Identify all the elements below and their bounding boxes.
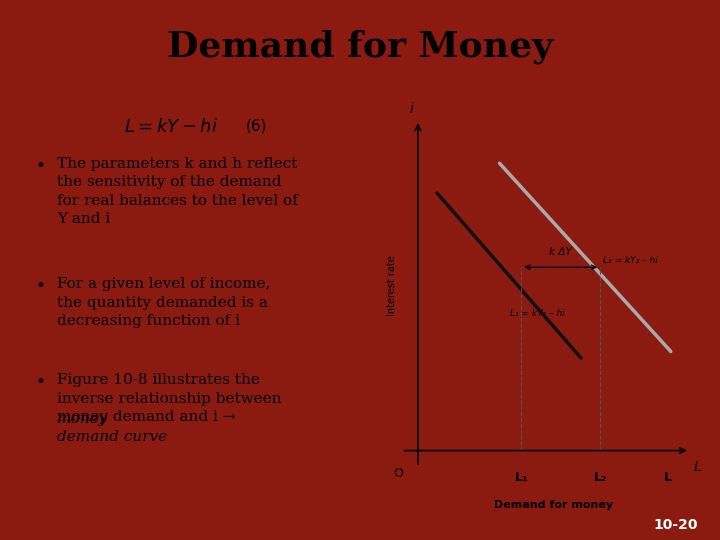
Text: Figure 10-8 illustrates the
inverse relationship between
money demand and i →: Figure 10-8 illustrates the inverse rela…: [58, 373, 282, 424]
Text: k ΔY: k ΔY: [549, 247, 572, 257]
Text: L₂: L₂: [593, 471, 607, 484]
Text: $L = kY - hi$: $L = kY - hi$: [125, 118, 218, 136]
Text: Demand for Money: Demand for Money: [167, 30, 553, 64]
Text: For a given level of income,
the quantity demanded is a
decreasing function of i: For a given level of income, the quantit…: [58, 278, 271, 328]
Text: •: •: [36, 373, 46, 391]
Text: Demand for money: Demand for money: [495, 500, 613, 510]
Text: L₁: L₁: [515, 471, 528, 484]
Text: Interest rate: Interest rate: [387, 255, 397, 316]
Text: L: L: [693, 460, 701, 474]
Text: money
demand curve: money demand curve: [58, 412, 167, 444]
Text: •: •: [36, 157, 46, 175]
Text: (6): (6): [246, 118, 268, 133]
Text: •: •: [36, 278, 46, 295]
Text: O: O: [393, 467, 403, 480]
Text: L: L: [664, 471, 672, 484]
Text: 10-20: 10-20: [654, 518, 698, 532]
Text: The parameters k and h reflect
the sensitivity of the demand
for real balances t: The parameters k and h reflect the sensi…: [58, 157, 298, 226]
Text: L₁ = kY₁ – hi: L₁ = kY₁ – hi: [510, 308, 565, 318]
Text: i: i: [410, 102, 413, 116]
Text: L₂ = kY₂ – hi: L₂ = kY₂ – hi: [603, 256, 657, 265]
